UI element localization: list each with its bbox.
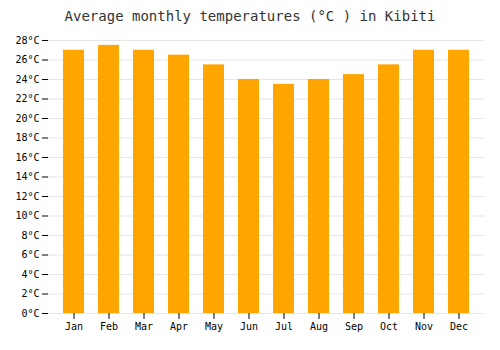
svg-text:Mar: Mar <box>135 321 153 332</box>
svg-text:22°C: 22°C <box>15 93 39 104</box>
svg-text:May: May <box>205 321 223 332</box>
svg-text:10°C: 10°C <box>15 210 39 221</box>
svg-text:Jun: Jun <box>240 321 258 332</box>
svg-text:8°C: 8°C <box>21 230 39 241</box>
svg-text:2°C: 2°C <box>21 288 39 299</box>
svg-text:Jan: Jan <box>65 321 83 332</box>
svg-text:Jul: Jul <box>275 321 293 332</box>
svg-text:Dec: Dec <box>450 321 468 332</box>
svg-text:Feb: Feb <box>100 321 118 332</box>
svg-text:0°C: 0°C <box>21 308 39 319</box>
svg-text:26°C: 26°C <box>15 54 39 65</box>
svg-text:28°C: 28°C <box>15 35 39 46</box>
svg-text:Oct: Oct <box>380 321 398 332</box>
svg-text:12°C: 12°C <box>15 191 39 202</box>
svg-text:Apr: Apr <box>170 321 188 332</box>
svg-text:Nov: Nov <box>415 321 433 332</box>
svg-text:Sep: Sep <box>345 321 363 332</box>
svg-text:4°C: 4°C <box>21 269 39 280</box>
svg-text:6°C: 6°C <box>21 249 39 260</box>
svg-text:14°C: 14°C <box>15 171 39 182</box>
svg-text:16°C: 16°C <box>15 152 39 163</box>
html-text:Average monthly temperatures (: Average monthly temperatures (°C ) in Ki… <box>64 8 436 24</box>
svg-text:Aug: Aug <box>310 321 328 332</box>
svg-text:24°C: 24°C <box>15 74 39 85</box>
svg-text:20°C: 20°C <box>15 113 39 124</box>
svg-text:18°C: 18°C <box>15 132 39 143</box>
